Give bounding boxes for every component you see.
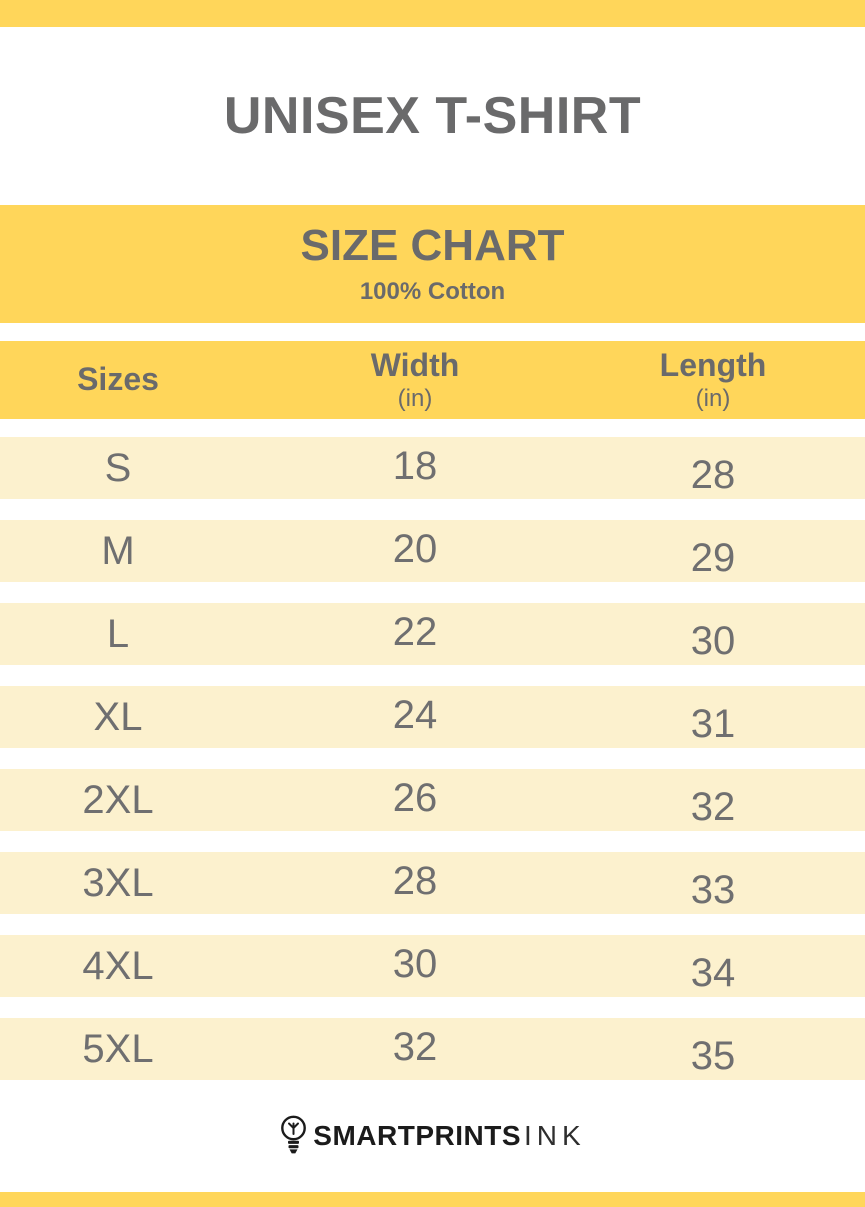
table-header-row: Sizes Width (in) Length (in) — [0, 341, 865, 419]
table-row: M 20 29 — [0, 520, 865, 582]
width-value-cell: 24 — [392, 692, 438, 737]
banner-title: SIZE CHART — [300, 221, 565, 270]
length-value-cell: 32 — [690, 784, 736, 829]
width-value-cell: 30 — [392, 941, 438, 986]
size-chart-banner: SIZE CHART 100% Cotton — [0, 205, 865, 323]
page-title: UNISEX T-SHIRT — [223, 87, 642, 145]
banner-subtitle: 100% Cotton — [359, 278, 506, 305]
size-value-cell: M — [101, 528, 135, 573]
table-row: XL 24 31 — [0, 686, 865, 748]
footer: SMARTPRINTS INK — [0, 1080, 865, 1192]
brand-name-light: INK — [524, 1120, 586, 1151]
column-header-length: Length (in) — [594, 341, 832, 419]
table-row: L 22 30 — [0, 603, 865, 665]
length-value-cell: 35 — [690, 1033, 736, 1078]
size-value-cell: S — [104, 445, 132, 490]
brand-logo: SMARTPRINTS INK — [279, 1112, 585, 1161]
length-value-cell: 30 — [690, 618, 736, 663]
length-value-cell: 34 — [690, 950, 736, 995]
width-value-cell: 28 — [392, 858, 438, 903]
width-value-cell: 18 — [392, 443, 438, 488]
size-value-cell: L — [106, 611, 130, 656]
brand-name-bold: SMARTPRINTS — [313, 1120, 522, 1151]
lightbulb-icon — [279, 1114, 308, 1161]
table-row: 4XL 30 34 — [0, 935, 865, 997]
table-row: 2XL 26 32 — [0, 769, 865, 831]
top-accent-bar — [0, 0, 865, 27]
column-header-sizes: Sizes — [0, 341, 236, 419]
size-value-cell: 5XL — [82, 1026, 154, 1071]
spacer — [0, 323, 865, 341]
length-value-cell: 33 — [690, 867, 736, 912]
column-header-width: Width (in) — [236, 341, 594, 419]
column-header-label: Width — [370, 346, 460, 383]
size-value-cell: 4XL — [82, 943, 154, 988]
column-header-label: Sizes — [77, 361, 159, 398]
size-value-cell: 2XL — [82, 777, 154, 822]
size-value-cell: 3XL — [82, 860, 154, 905]
length-value-cell: 29 — [690, 535, 736, 580]
column-header-unit: (in) — [695, 384, 731, 412]
width-value-cell: 32 — [392, 1024, 438, 1069]
width-value-cell: 20 — [392, 526, 438, 571]
bottom-accent-bar — [0, 1192, 865, 1207]
width-value-cell: 26 — [392, 775, 438, 820]
table-row: S 18 28 — [0, 437, 865, 499]
column-header-unit: (in) — [397, 384, 433, 412]
table-row: 5XL 32 35 — [0, 1018, 865, 1080]
title-section: UNISEX T-SHIRT — [0, 27, 865, 205]
length-value-cell: 28 — [690, 452, 736, 497]
length-value-cell: 31 — [690, 701, 736, 746]
width-value-cell: 22 — [392, 609, 438, 654]
table-row: 3XL 28 33 — [0, 852, 865, 914]
size-value-cell: XL — [93, 694, 143, 739]
size-table-body: S 18 28 M 20 29 L 22 30 XL 24 31 2XL 26 … — [0, 437, 865, 1080]
column-header-label: Length — [659, 346, 767, 383]
spacer — [0, 419, 865, 437]
